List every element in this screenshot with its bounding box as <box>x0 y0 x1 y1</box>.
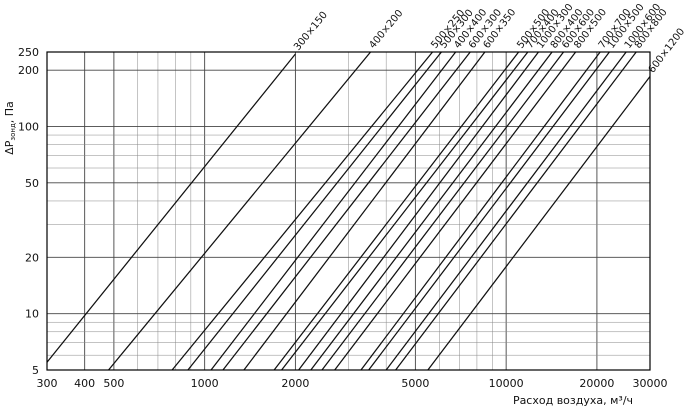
x-tick-label: 5000 <box>401 377 429 390</box>
series-group <box>47 52 650 370</box>
series-line <box>210 52 457 370</box>
plot-frame <box>46 51 651 371</box>
series-line <box>273 52 520 370</box>
x-tick-label: 400 <box>74 377 95 390</box>
series-line <box>334 52 577 370</box>
series-line <box>385 52 627 370</box>
y-axis-ticks: 5 10 20 50 100 200 250 <box>18 46 39 377</box>
x-tick-label: 30000 <box>633 377 668 390</box>
series-line <box>310 52 553 370</box>
series-line <box>321 52 565 370</box>
x-tick-label: 2000 <box>281 377 309 390</box>
series-line <box>171 52 434 370</box>
y-tick-label: 5 <box>32 364 39 377</box>
x-tick-label: 1000 <box>191 377 219 390</box>
y-axis-title-main: ΔP <box>3 140 16 155</box>
series-line <box>47 53 296 363</box>
x-tick-label: 300 <box>37 377 58 390</box>
x-axis-ticks: 300 400 500 1000 2000 5000 10000 20000 30000 <box>37 377 668 390</box>
y-tick-label: 250 <box>18 46 39 59</box>
series-line <box>298 52 539 370</box>
series-line <box>222 52 471 370</box>
y-axis-title-sub: зонд <box>9 123 17 141</box>
series-line <box>360 52 601 370</box>
x-tick-label: 20000 <box>579 377 614 390</box>
series-line <box>187 52 442 370</box>
series-line <box>243 52 486 370</box>
series-lines <box>47 52 650 370</box>
y-tick-label: 100 <box>18 120 39 133</box>
x-tick-label: 10000 <box>489 377 524 390</box>
y-tick-label: 10 <box>25 308 39 321</box>
x-tick-label: 500 <box>103 377 124 390</box>
series-line <box>368 52 610 370</box>
y-axis-title-unit: , Па <box>3 101 16 123</box>
y-tick-label: 200 <box>18 64 39 77</box>
series-line <box>281 52 529 370</box>
series-line <box>395 52 637 370</box>
x-axis-title: Расход воздуха, м³/ч <box>513 394 633 407</box>
series-line <box>108 52 372 370</box>
y-tick-label: 50 <box>25 177 39 190</box>
y-tick-label: 20 <box>25 251 39 264</box>
series-line <box>427 76 650 370</box>
y-axis-title: ΔPзонд, Па <box>3 101 17 155</box>
